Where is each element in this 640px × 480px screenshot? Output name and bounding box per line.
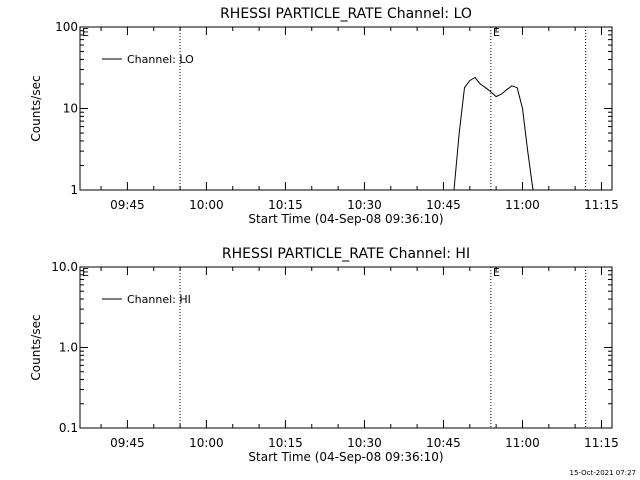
x-tick-label: 11:15 [584,198,619,212]
y-tick-label: 1 [70,183,78,197]
hi-channel-panel: RHESSI PARTICLE_RATE Channel: HI Counts/s… [29,246,619,464]
x-tick-label: 11:00 [505,198,540,212]
x-axis-label: Start Time (04-Sep-08 09:36:10) [248,212,443,226]
x-tick-label: 10:15 [268,436,303,450]
y-tick-label: 1.0 [59,341,78,355]
corner-label: E [82,26,89,39]
x-tick-label: 10:45 [426,198,461,212]
chart-title: RHESSI PARTICLE_RATE Channel: HI [222,246,470,262]
y-tick-label: 10.0 [51,260,78,274]
plot-frame [79,26,613,191]
x-tick-label: 10:00 [189,198,224,212]
x-tick-label: 11:00 [505,436,540,450]
y-axis-label: Counts/sec [29,75,43,141]
x-tick-label: 10:00 [189,436,224,450]
corner-label: E [82,266,89,279]
series-line [453,76,534,191]
footer-timestamp: 15-Oct-2021 07:27 [570,469,636,477]
x-tick-label: 09:45 [110,198,145,212]
plot-frame [79,266,613,429]
y-axis-label: Counts/sec [29,314,43,380]
x-tick-label: 10:45 [426,436,461,450]
legend-label: Channel: HI [127,293,191,306]
event-marker-label: E [493,266,500,279]
lo-channel-panel: RHESSI PARTICLE_RATE Channel: LO Counts/s… [29,6,619,226]
y-tick-label: 0.1 [59,421,78,435]
x-tick-label: 10:30 [347,436,382,450]
x-tick-label: 09:45 [110,436,145,450]
x-tick-label: 10:15 [268,198,303,212]
chart-title: RHESSI PARTICLE_RATE Channel: LO [220,6,472,22]
legend-label: Channel: LO [127,53,194,66]
event-marker-label: E [493,26,500,39]
y-tick-label: 10 [63,102,78,116]
y-tick-label: 100 [55,20,78,34]
x-tick-label: 11:15 [584,436,619,450]
x-axis-label: Start Time (04-Sep-08 09:36:10) [248,450,443,464]
x-tick-label: 10:30 [347,198,382,212]
